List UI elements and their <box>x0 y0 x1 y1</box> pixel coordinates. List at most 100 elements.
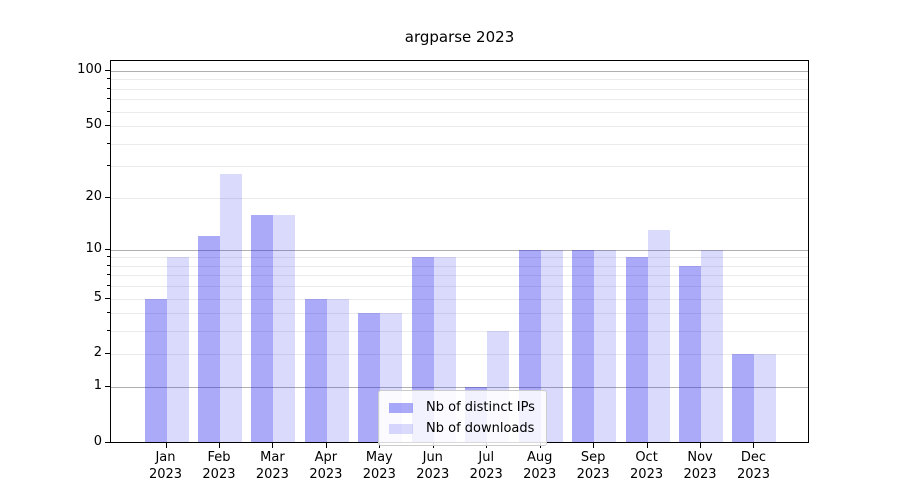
x-tick-mark-mar <box>272 443 274 448</box>
y-tick-mark-2 <box>105 353 110 355</box>
x-tick-label-year: 2023 <box>630 467 664 482</box>
x-tick-label-month: Feb <box>207 450 231 465</box>
x-tick-label-month: Sep <box>580 450 606 465</box>
bar-nb-of-distinct-ips-dec <box>732 354 755 442</box>
y-tick-mark-50 <box>105 125 110 127</box>
x-tick-label-apr: Apr 2023 <box>294 449 358 483</box>
gridline-y-40 <box>111 143 808 145</box>
y-tick-mark-0 <box>105 442 110 443</box>
x-tick-label-year: 2023 <box>255 467 289 482</box>
bar-nb-of-distinct-ips-jan <box>144 298 167 442</box>
y-tick-mark-1 <box>105 386 110 388</box>
gridline-y-80 <box>111 88 808 90</box>
x-tick-label-aug: Aug 2023 <box>508 449 572 483</box>
x-tick-mark-nov <box>700 443 702 448</box>
bar-nb-of-downloads-sep <box>594 249 617 442</box>
y-minor-tick-mark-80 <box>107 87 110 89</box>
x-tick-label-month: May <box>365 450 393 465</box>
y-minor-tick-mark-90 <box>107 78 110 80</box>
legend-swatch-nb-of-distinct-ips <box>389 402 413 413</box>
x-tick-mark-sep <box>593 443 595 448</box>
bar-nb-of-distinct-ips-feb <box>197 236 220 442</box>
gridline-y-5 <box>111 298 808 300</box>
y-minor-tick-mark-6 <box>107 285 110 287</box>
legend-label-nb-of-distinct-ips: Nb of distinct IPs <box>426 400 535 415</box>
y-tick-label-100: 100 <box>77 61 102 77</box>
chart-title: argparse 2023 <box>404 28 515 46</box>
x-tick-mark-dec <box>753 443 755 448</box>
y-minor-tick-mark-60 <box>107 110 110 112</box>
x-tick-label-month: Nov <box>687 450 713 465</box>
bar-nb-of-distinct-ips-oct <box>625 257 648 442</box>
bar-nb-of-downloads-oct <box>647 230 670 442</box>
x-tick-label-mar: Mar 2023 <box>240 449 304 483</box>
gridline-y-3 <box>111 331 808 333</box>
x-tick-label-may: May 2023 <box>347 449 411 483</box>
x-tick-label-jan: Jan 2023 <box>134 449 198 483</box>
x-tick-label-month: Apr <box>314 450 338 465</box>
gridline-y-9 <box>111 257 808 259</box>
y-minor-tick-mark-3 <box>107 330 110 332</box>
y-tick-label-0: 0 <box>93 434 102 449</box>
legend-label-nb-of-downloads: Nb of downloads <box>426 421 535 436</box>
x-tick-label-dec: Dec 2023 <box>721 449 785 483</box>
x-tick-label-sep: Sep 2023 <box>561 449 625 483</box>
gridline-y-1 <box>111 387 808 389</box>
x-tick-label-month: Dec <box>740 450 767 465</box>
x-tick-label-year: 2023 <box>309 467 343 482</box>
gridline-y-8 <box>111 265 808 267</box>
gridline-y-60 <box>111 111 808 113</box>
y-tick-label-1: 1 <box>93 378 102 394</box>
bar-nb-of-downloads-dec <box>754 354 777 442</box>
y-minor-tick-mark-4 <box>107 312 110 314</box>
gridline-y-100 <box>111 70 808 72</box>
x-tick-mark-apr <box>325 443 327 448</box>
x-tick-label-jun: Jun 2023 <box>401 449 465 483</box>
gridline-y-7 <box>111 275 808 277</box>
x-tick-label-nov: Nov 2023 <box>668 449 732 483</box>
legend: Nb of distinct IPs Nb of downloads <box>378 390 547 446</box>
gridline-y-20 <box>111 197 808 199</box>
x-tick-label-year: 2023 <box>576 467 610 482</box>
x-tick-label-year: 2023 <box>416 467 450 482</box>
y-minor-tick-mark-40 <box>107 142 110 144</box>
y-minor-tick-mark-9 <box>107 256 110 258</box>
x-tick-mark-oct <box>646 443 648 448</box>
x-tick-label-oct: Oct 2023 <box>615 449 679 483</box>
gridline-y-30 <box>111 166 808 168</box>
bar-nb-of-distinct-ips-sep <box>572 249 595 442</box>
x-tick-label-month: Mar <box>260 450 285 465</box>
x-tick-label-year: 2023 <box>148 467 183 482</box>
y-minor-tick-mark-30 <box>107 165 110 167</box>
x-tick-label-year: 2023 <box>362 467 396 482</box>
x-tick-label-year: 2023 <box>202 467 236 482</box>
x-tick-mark-feb <box>218 443 220 448</box>
gridline-y-90 <box>111 79 808 81</box>
x-tick-label-month: Aug <box>526 450 553 465</box>
gridline-y-70 <box>111 99 808 101</box>
x-tick-label-year: 2023 <box>736 467 771 482</box>
bar-nb-of-distinct-ips-may <box>358 313 381 442</box>
y-tick-mark-5 <box>105 297 110 299</box>
x-tick-label-month: Jun <box>422 450 443 465</box>
bar-nb-of-downloads-feb <box>219 174 242 442</box>
x-tick-label-feb: Feb 2023 <box>187 449 251 483</box>
y-tick-label-2: 2 <box>93 345 102 361</box>
gridline-y-10 <box>111 249 808 251</box>
bar-nb-of-downloads-apr <box>326 298 349 442</box>
y-minor-tick-mark-8 <box>107 264 110 266</box>
x-tick-label-year: 2023 <box>683 467 717 482</box>
y-tick-label-50: 50 <box>85 117 102 133</box>
y-tick-mark-100 <box>105 69 110 71</box>
y-tick-label-20: 20 <box>85 188 102 204</box>
gridline-y-4 <box>111 313 808 315</box>
y-tick-label-5: 5 <box>93 289 102 305</box>
x-tick-mark-jan <box>165 443 167 448</box>
gridline-y-2 <box>111 354 808 356</box>
y-minor-tick-mark-70 <box>107 98 110 100</box>
x-tick-label-month: Jan <box>155 450 176 465</box>
y-tick-mark-10 <box>105 248 110 250</box>
bar-nb-of-distinct-ips-apr <box>304 298 327 442</box>
y-tick-label-10: 10 <box>85 240 102 256</box>
